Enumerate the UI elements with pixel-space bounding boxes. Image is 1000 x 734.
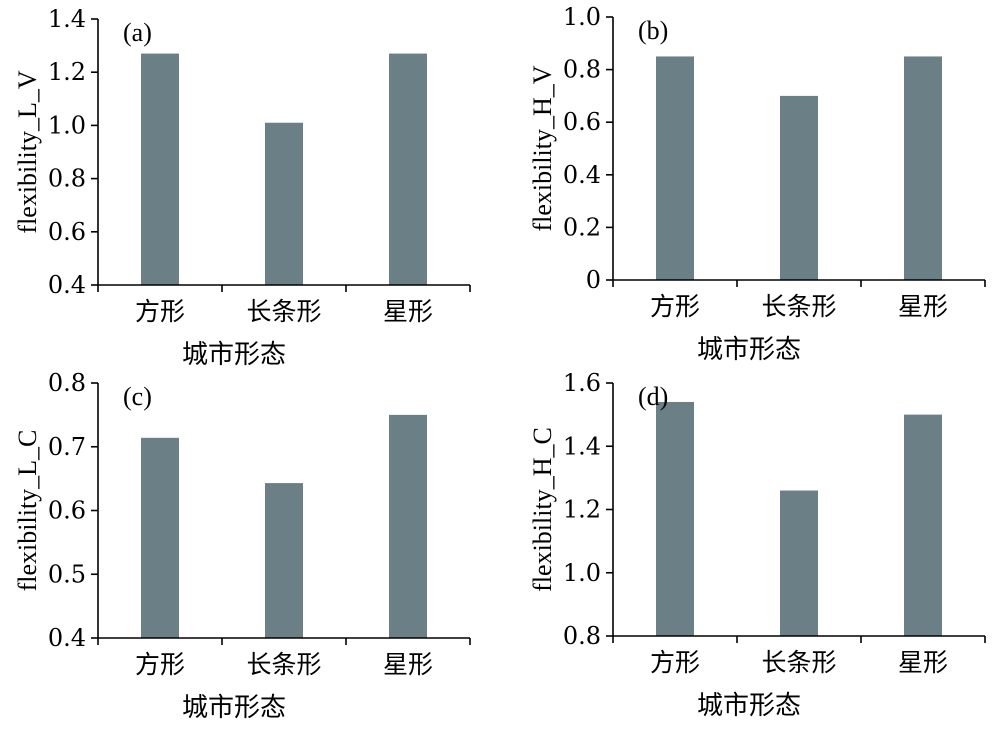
x-tick-label: 星形 (383, 297, 433, 326)
y-tick-label: 0.8 (48, 369, 86, 397)
y-tick-label: 0.4 (48, 624, 86, 652)
y-tick-label: 1.2 (48, 58, 86, 86)
bar (141, 437, 179, 638)
y-tick-label: 0.5 (48, 560, 86, 588)
x-axis-title: 城市形态 (182, 340, 286, 370)
x-tick-label: 方形 (135, 297, 185, 326)
y-tick-label: 0.6 (563, 108, 601, 136)
y-tick-label: 0.2 (563, 213, 601, 241)
bar (904, 414, 942, 636)
y-tick-label: 0.8 (563, 56, 601, 84)
y-tick-label: 0.6 (48, 497, 86, 525)
y-axis-title: flexibility_H_V (528, 65, 557, 231)
x-axis-title: 城市形态 (182, 693, 286, 723)
y-tick-label: 1.4 (563, 432, 601, 460)
x-axis-title: 城市形态 (697, 691, 801, 721)
bar (780, 95, 818, 281)
y-tick-label: 0.7 (48, 433, 86, 461)
x-tick-label: 方形 (135, 650, 185, 679)
y-tick-label: 1.0 (563, 559, 601, 587)
y-tick-label: 0.8 (563, 622, 601, 650)
y-tick-label: 1.0 (563, 3, 601, 31)
y-tick-label: 1.6 (563, 369, 601, 397)
x-tick-label: 长条形 (761, 292, 836, 321)
y-tick-label: 0.4 (48, 271, 86, 299)
bar (389, 53, 427, 285)
y-tick-label: 1.2 (563, 496, 601, 524)
y-tick-label: 1.4 (48, 5, 86, 33)
y-axis-title: flexibility_H_C (528, 427, 557, 592)
x-tick-label: 长条形 (761, 648, 836, 677)
panel-label: (b) (638, 16, 668, 45)
bar (780, 490, 818, 636)
bar (265, 122, 303, 286)
y-tick-label: 0 (586, 266, 601, 294)
bar (656, 56, 694, 281)
y-axis-title: flexibility_L_C (13, 430, 42, 592)
x-tick-label: 方形 (650, 648, 700, 677)
bar (389, 414, 427, 638)
panel-label: (c) (123, 382, 152, 411)
x-tick-label: 星形 (898, 648, 948, 677)
bar (141, 53, 179, 285)
x-tick-label: 方形 (650, 292, 700, 321)
x-tick-label: 星形 (383, 650, 433, 679)
panel-label: (a) (123, 18, 152, 47)
bar (656, 401, 694, 636)
y-tick-label: 0.8 (48, 165, 86, 193)
bar (904, 56, 942, 281)
y-tick-label: 0.4 (563, 161, 601, 189)
x-tick-label: 星形 (898, 292, 948, 321)
y-axis-title: flexibility_L_V (13, 70, 42, 233)
panel-label: (d) (638, 382, 668, 411)
y-tick-label: 0.6 (48, 218, 86, 246)
bar (265, 483, 303, 638)
x-axis-title: 城市形态 (697, 335, 801, 365)
y-tick-label: 1.0 (48, 111, 86, 139)
x-tick-label: 长条形 (246, 297, 321, 326)
x-tick-label: 长条形 (246, 650, 321, 679)
